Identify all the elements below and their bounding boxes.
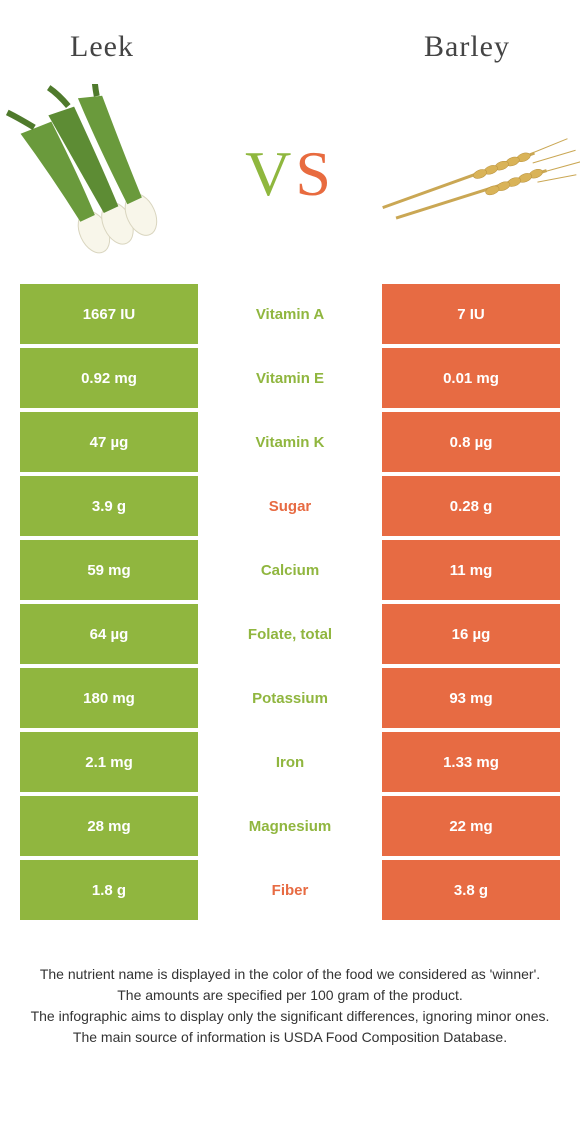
footer-line-2: The amounts are specified per 100 gram o… [30, 985, 550, 1006]
right-value-cell: 11 mg [382, 540, 560, 600]
table-row: 59 mgCalcium11 mg [20, 540, 560, 600]
nutrient-table: 1667 IUVitamin A7 IU0.92 mgVitamin E0.01… [0, 284, 580, 920]
nutrient-name-cell: Magnesium [198, 796, 382, 856]
left-value-cell: 180 mg [20, 668, 198, 728]
right-value-cell: 3.8 g [382, 860, 560, 920]
vs-row: VS [0, 74, 580, 284]
left-value-cell: 0.92 mg [20, 348, 198, 408]
left-value-cell: 59 mg [20, 540, 198, 600]
vs-s-letter: S [295, 138, 335, 209]
leek-image [0, 84, 200, 264]
left-value-cell: 47 µg [20, 412, 198, 472]
right-value-cell: 7 IU [382, 284, 560, 344]
footer-line-3: The infographic aims to display only the… [30, 1006, 550, 1027]
right-value-cell: 22 mg [382, 796, 560, 856]
right-value-cell: 93 mg [382, 668, 560, 728]
left-value-cell: 2.1 mg [20, 732, 198, 792]
table-row: 47 µgVitamin K0.8 µg [20, 412, 560, 472]
table-row: 0.92 mgVitamin E0.01 mg [20, 348, 560, 408]
left-value-cell: 3.9 g [20, 476, 198, 536]
left-value-cell: 64 µg [20, 604, 198, 664]
table-row: 1.8 gFiber3.8 g [20, 860, 560, 920]
nutrient-name-cell: Folate, total [198, 604, 382, 664]
vs-label: VS [245, 137, 335, 211]
nutrient-name-cell: Potassium [198, 668, 382, 728]
header: Leek Barley [0, 0, 580, 74]
footer-line-4: The main source of information is USDA F… [30, 1027, 550, 1048]
nutrient-name-cell: Vitamin A [198, 284, 382, 344]
nutrient-name-cell: Fiber [198, 860, 382, 920]
vs-v-letter: V [245, 138, 295, 209]
footer-line-1: The nutrient name is displayed in the co… [30, 964, 550, 985]
table-row: 1667 IUVitamin A7 IU [20, 284, 560, 344]
barley-image [380, 84, 580, 264]
left-food-title: Leek [70, 30, 134, 64]
nutrient-name-cell: Vitamin K [198, 412, 382, 472]
table-row: 64 µgFolate, total16 µg [20, 604, 560, 664]
left-value-cell: 1.8 g [20, 860, 198, 920]
right-value-cell: 1.33 mg [382, 732, 560, 792]
right-value-cell: 16 µg [382, 604, 560, 664]
table-row: 3.9 gSugar0.28 g [20, 476, 560, 536]
right-food-title: Barley [424, 30, 510, 64]
nutrient-name-cell: Calcium [198, 540, 382, 600]
right-value-cell: 0.01 mg [382, 348, 560, 408]
left-value-cell: 28 mg [20, 796, 198, 856]
right-value-cell: 0.8 µg [382, 412, 560, 472]
footer-notes: The nutrient name is displayed in the co… [0, 924, 580, 1058]
nutrient-name-cell: Sugar [198, 476, 382, 536]
nutrient-name-cell: Iron [198, 732, 382, 792]
nutrient-name-cell: Vitamin E [198, 348, 382, 408]
right-value-cell: 0.28 g [382, 476, 560, 536]
table-row: 28 mgMagnesium22 mg [20, 796, 560, 856]
table-row: 2.1 mgIron1.33 mg [20, 732, 560, 792]
table-row: 180 mgPotassium93 mg [20, 668, 560, 728]
left-value-cell: 1667 IU [20, 284, 198, 344]
